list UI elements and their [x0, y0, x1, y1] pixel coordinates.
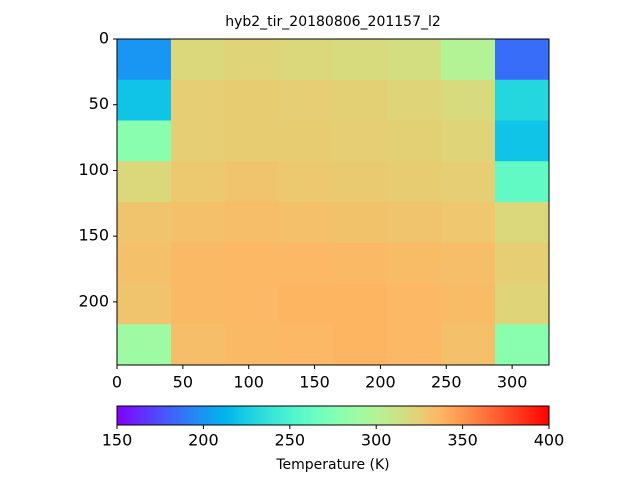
x-tick-label: 150: [299, 373, 330, 392]
heat-cell: [279, 39, 334, 81]
heat-cell: [117, 242, 172, 284]
heat-cell: [495, 202, 550, 244]
heat-cell: [333, 120, 388, 162]
heat-cell: [171, 242, 226, 284]
heat-cell: [441, 120, 496, 162]
heat-cell: [279, 120, 334, 162]
heat-cell: [117, 39, 172, 81]
colorbar: [116, 405, 550, 426]
heat-cell: [117, 161, 172, 203]
heat-cell: [225, 202, 280, 244]
heat-cell: [441, 39, 496, 81]
heat-cell: [387, 79, 442, 121]
heat-cell: [333, 79, 388, 121]
y-tick-label: 0: [99, 29, 109, 48]
heat-cell: [225, 120, 280, 162]
heat-cell: [333, 283, 388, 325]
heat-cell: [279, 202, 334, 244]
x-tick-label: 50: [173, 373, 193, 392]
heat-cell: [225, 324, 280, 366]
heat-cell: [495, 161, 550, 203]
heat-cell: [441, 283, 496, 325]
heat-cell: [279, 324, 334, 366]
heat-cell: [171, 202, 226, 244]
heat-cell: [225, 161, 280, 203]
heat-cell: [225, 39, 280, 81]
heat-cell: [441, 324, 496, 366]
heat-cell: [117, 283, 172, 325]
heat-cell: [279, 283, 334, 325]
heat-cell: [441, 242, 496, 284]
heat-cell: [225, 79, 280, 121]
heat-cell: [117, 79, 172, 121]
heat-cell: [495, 79, 550, 121]
heat-cell: [495, 242, 550, 284]
heat-cell: [171, 39, 226, 81]
heat-cell: [387, 161, 442, 203]
heat-cell: [333, 161, 388, 203]
colorbar-tick-label: 300: [361, 431, 392, 450]
y-tick-label: 50: [89, 94, 109, 113]
heat-cell: [225, 242, 280, 284]
y-tick-label: 200: [78, 291, 109, 310]
plot-frame: [116, 38, 550, 366]
heat-cell: [279, 79, 334, 121]
heat-cell: [279, 161, 334, 203]
heat-cell: [225, 283, 280, 325]
heat-cell: [117, 324, 172, 366]
heat-cell: [333, 324, 388, 366]
y-tick-label: 150: [78, 226, 109, 245]
heat-cell: [495, 283, 550, 325]
heat-cell: [387, 283, 442, 325]
x-tick-label: 250: [431, 373, 462, 392]
heat-cell: [279, 242, 334, 284]
heat-cell: [333, 202, 388, 244]
heat-cell: [333, 242, 388, 284]
heat-cell: [387, 202, 442, 244]
heat-cell: [387, 39, 442, 81]
x-tick-label: 300: [497, 373, 528, 392]
heat-cell: [117, 120, 172, 162]
x-tick-label: 0: [112, 373, 122, 392]
heat-cell: [441, 202, 496, 244]
colorbar-tick-label: 250: [275, 431, 306, 450]
colorbar-tick-label: 350: [447, 431, 478, 450]
chart-title: hyb2_tir_20180806_201157_l2: [225, 14, 441, 30]
colorbar-tick-label: 200: [188, 431, 219, 450]
colorbar-label: Temperature (K): [275, 457, 389, 473]
heat-cell: [171, 161, 226, 203]
heat-cell: [495, 39, 550, 81]
heat-cell: [387, 120, 442, 162]
heat-cell: [441, 79, 496, 121]
x-tick-label: 200: [365, 373, 396, 392]
heat-cell: [171, 283, 226, 325]
colorbar-tick-label: 400: [534, 431, 565, 450]
heat-cell: [171, 324, 226, 366]
heat-cell: [495, 120, 550, 162]
colorbar-tick-label: 150: [102, 431, 133, 450]
x-tick-label: 100: [233, 373, 264, 392]
heat-cell: [171, 120, 226, 162]
heat-cell: [441, 161, 496, 203]
y-tick-label: 100: [78, 160, 109, 179]
heat-cell: [333, 39, 388, 81]
heat-cell: [117, 202, 172, 244]
heat-cell: [171, 79, 226, 121]
heat-cell: [387, 324, 442, 366]
heat-cell: [387, 242, 442, 284]
heat-cell: [495, 324, 550, 366]
